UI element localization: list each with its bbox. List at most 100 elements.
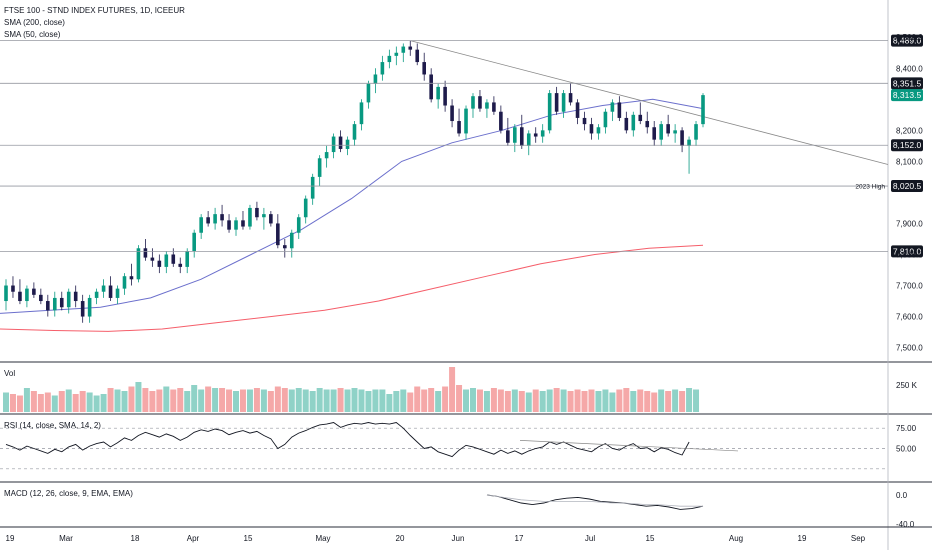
volume-bar — [414, 386, 421, 412]
volume-bar — [372, 389, 379, 412]
candle-body — [213, 214, 217, 224]
volume-bar — [128, 386, 135, 412]
volume-bar — [323, 389, 330, 412]
candle-body — [645, 121, 650, 128]
candle-body — [283, 245, 287, 249]
volume-bar — [212, 388, 219, 412]
macd-tick: 0.0 — [896, 491, 908, 500]
price-label: 8,020.5 — [891, 180, 923, 193]
candle-body — [192, 232, 196, 252]
volume-bar — [651, 392, 658, 412]
volume-bar — [107, 388, 114, 412]
candle-body — [129, 276, 134, 280]
candle-body — [631, 114, 636, 131]
time-tick: Mar — [59, 534, 73, 543]
candle-body — [540, 130, 545, 137]
time-tick: Apr — [187, 534, 200, 543]
volume-bar — [79, 391, 86, 412]
volume-tick: 250 K — [896, 381, 918, 390]
candle-body — [227, 220, 231, 230]
candle-body — [157, 260, 162, 267]
volume-bar — [379, 389, 386, 412]
volume-bar — [623, 388, 630, 412]
price-tick: 7,600.0 — [896, 313, 923, 322]
price-tick: 7,900.0 — [896, 219, 923, 228]
candle-body — [603, 111, 608, 128]
time-tick: May — [315, 534, 330, 543]
price-label: 7,810.0 — [891, 245, 923, 258]
price-label: 8,489.0 — [891, 34, 923, 47]
volume-bar — [30, 391, 37, 412]
candle-body — [652, 127, 657, 140]
trend-line — [410, 40, 889, 165]
volume-bar — [274, 386, 281, 412]
volume-bar — [567, 391, 574, 412]
price-label-box — [891, 89, 923, 102]
volume-bar — [302, 389, 309, 412]
legend-sma50: SMA (50, close) — [4, 30, 61, 39]
volume-bar — [3, 392, 9, 412]
candle-body — [115, 288, 120, 298]
macd-tick: -40.0 — [896, 520, 915, 529]
candle-body — [73, 291, 78, 302]
time-tick: Jun — [452, 534, 465, 543]
volume-bar — [93, 395, 100, 412]
volume-bar — [100, 394, 107, 412]
time-tick: Jul — [585, 534, 595, 543]
candle-body — [673, 130, 677, 134]
volume-bar — [9, 394, 16, 412]
candle-body — [568, 93, 573, 103]
candle-body — [610, 102, 615, 112]
volume-bar — [539, 391, 546, 412]
candle-body — [248, 207, 252, 227]
volume-bar — [616, 389, 623, 412]
volume-bar — [295, 388, 302, 412]
candle-body — [638, 114, 643, 122]
volume-bar — [476, 389, 483, 412]
candle-body — [485, 102, 489, 109]
candle-body — [338, 136, 343, 149]
volume-bar — [65, 389, 72, 412]
rsi-line — [5, 422, 690, 458]
volume-bar — [449, 367, 456, 412]
sma200-line — [0, 244, 704, 332]
candle-body — [178, 263, 183, 267]
volume-bar — [665, 391, 672, 412]
candle-body — [526, 133, 531, 146]
time-tick: Aug — [729, 534, 743, 543]
candle-body — [464, 108, 468, 134]
volume-bar — [463, 389, 470, 412]
price-label-text: 8,313.5 — [893, 90, 922, 100]
macd-label: MACD (12, 26, close, 9, EMA, EMA) — [4, 489, 133, 498]
price-axis: 8,500.0 8,400.0 8,200.0 8,100.0 7,900.0 7,800… — [896, 33, 923, 352]
candle-body — [561, 93, 566, 112]
volume-bar — [469, 388, 476, 412]
volume-bar — [672, 389, 679, 412]
candle-body — [506, 130, 510, 143]
candle-body — [617, 102, 622, 118]
volume-bar — [16, 395, 23, 412]
macd-line — [486, 494, 704, 510]
volume-bar — [309, 391, 316, 412]
candle-body — [422, 62, 426, 75]
candle-body — [25, 288, 29, 302]
candle-body — [450, 105, 454, 122]
volume-bar — [393, 391, 400, 412]
volume-bar — [253, 388, 260, 412]
volume-bar — [421, 389, 428, 412]
volume-bar — [114, 389, 121, 412]
macd-signal-line — [486, 494, 703, 507]
candle-body — [11, 285, 15, 292]
rsi-tick: 50.00 — [896, 445, 917, 454]
price-label-text: 8,020.5 — [893, 181, 922, 191]
volume-bar — [435, 391, 442, 412]
candle-body — [276, 223, 280, 246]
volume-bar — [511, 389, 518, 412]
candle-body — [408, 46, 413, 50]
volume-bar — [233, 391, 240, 412]
price-tick: 8,100.0 — [896, 157, 923, 166]
candle-body — [345, 139, 350, 149]
candle-body — [32, 288, 36, 295]
volume-bar — [560, 389, 567, 412]
